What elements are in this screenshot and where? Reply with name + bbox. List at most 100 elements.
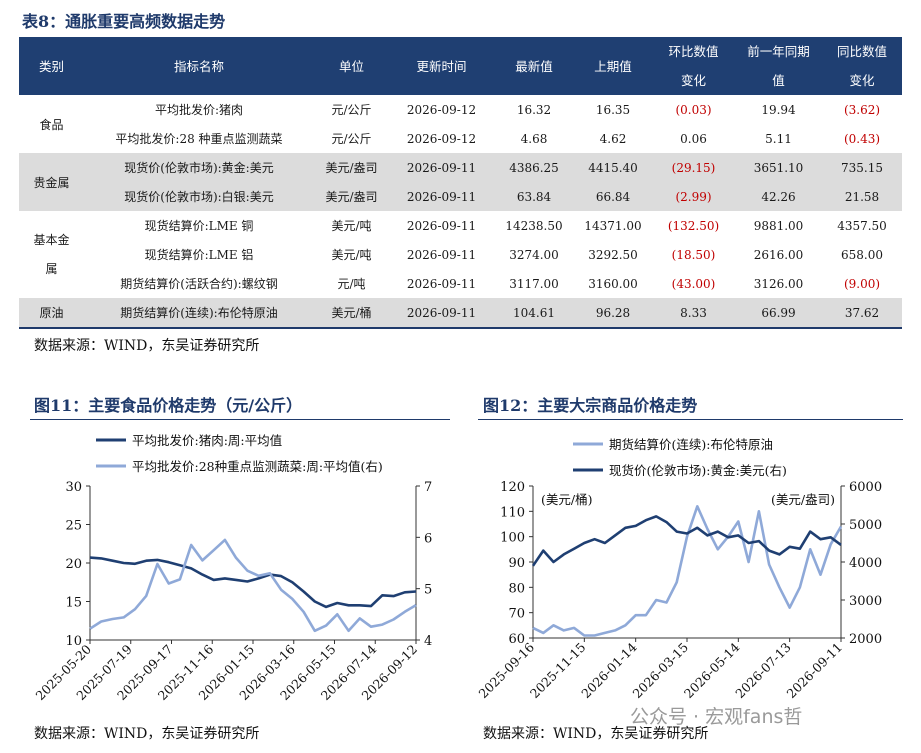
table-cell: 期货结算价(连续):布伦特原油 (84, 298, 314, 329)
table-cell: 2026-09-11 (389, 182, 494, 211)
table-cell: 37.62 (822, 298, 902, 329)
table-row: 食品 平均批发价:猪肉 元/公斤 2026-09-12 16.32 16.35 (0.03)… (19, 95, 902, 153)
table-cell: (0.43) (822, 124, 902, 153)
right-tick-label: 3000 (849, 594, 882, 609)
left-tick-label: 30 (65, 480, 82, 495)
table-row: 期货结算价(活跃合约):螺纹钢 元/吨 2026-09-11 3117.00 3160.… (19, 269, 902, 298)
watermark: 公众号 · 宏观fans哲 (630, 706, 803, 728)
table-header-cell: 上期值 (574, 37, 652, 95)
legend-label: 现货价(伦敦市场):黄金:美元(右) (609, 463, 787, 478)
table-cell: 4415.40 (574, 153, 652, 182)
table-cell: 平均批发价:猪肉 (84, 95, 314, 124)
table-cell: 8.33 (652, 298, 735, 329)
fig12-source: 数据来源：WIND，东吴证券研究所 (483, 726, 709, 742)
table-cell: 元/公斤 (314, 124, 389, 153)
fig12-title: 图12：主要大宗商品价格走势 (483, 396, 698, 415)
table-cell: 66.84 (574, 182, 652, 211)
left-tick-label: 100 (500, 531, 525, 546)
table-cell: (29.15) (652, 153, 735, 182)
right-tick-label: 5000 (849, 518, 882, 533)
table-cell: (9.00) (822, 269, 902, 298)
table-cell: 现货价(伦敦市场):白银:美元 (84, 182, 314, 211)
table-cell: 2026-09-12 (389, 95, 494, 124)
left-tick-label: 25 (65, 519, 82, 534)
table-cell: 2616.00 (735, 240, 822, 269)
table-cell: 现货价(伦敦市场):黄金:美元 (84, 153, 314, 182)
table-source: 数据来源：WIND，东吴证券研究所 (34, 338, 260, 354)
right-tick-label: 4 (424, 634, 432, 649)
table-cell: 96.28 (574, 298, 652, 329)
left-tick-label: 15 (65, 596, 82, 611)
fig11-rule (30, 419, 450, 420)
table-cell: 2026-09-11 (389, 153, 494, 182)
table-header-row: 类别 指标名称 单位 更新时间 最新值 上期值 环比数值 变化 前一年同期值同比数值 变化 (19, 37, 902, 95)
table-cell: 2026-09-11 (389, 240, 494, 269)
table-header-cell: 最新值 (494, 37, 574, 95)
table-cell: 658.00 (822, 240, 902, 269)
table-header-cell: 前一年同期值 (735, 37, 822, 95)
left-tick-label: 110 (500, 505, 525, 520)
table-cell: 3160.00 (574, 269, 652, 298)
inflation-table: 类别 指标名称 单位 更新时间 最新值 上期值 环比数值 变化 前一年同期值同比数值 变化 食品平… (19, 37, 902, 329)
table-header-cell: 类别 (19, 37, 84, 95)
table-header-cell: 更新时间 (389, 37, 494, 95)
fig11-title: 图11：主要食品价格走势（元/公斤） (34, 396, 303, 415)
table-cell: (0.03) (652, 95, 735, 124)
table-title: 表8：通胀重要高频数据走势 (22, 12, 226, 31)
table-cell: 美元/吨 (314, 240, 389, 269)
table-cell: 5.11 (735, 124, 822, 153)
left-tick-label: 60 (508, 632, 525, 647)
table-row: 原油 期货结算价(连续):布伦特原油 美元/桶 2026-09-11 104.61 96.… (19, 298, 902, 329)
table-cell: 2026-09-12 (389, 124, 494, 153)
table-cell: (2.99) (652, 182, 735, 211)
right-tick-label: 5 (424, 583, 432, 598)
table-cell: 元/吨 (314, 269, 389, 298)
table-cell: 66.99 (735, 298, 822, 329)
table-cell: 期货结算价(活跃合约):螺纹钢 (84, 269, 314, 298)
series-line-1 (89, 538, 417, 633)
table-cell: 2026-09-11 (389, 298, 494, 329)
right-tick-label: 6000 (849, 480, 882, 495)
table-row: 现货价(伦敦市场):白银:美元 美元/盎司 2026-09-11 63.84 66.84… (19, 182, 902, 211)
right-tick-label: 6 (424, 531, 432, 546)
table-cell: 735.15 (822, 153, 902, 182)
table-cell: (18.50) (652, 240, 735, 269)
table-cell: 2026-09-11 (389, 211, 494, 240)
table-cell: 42.26 (735, 182, 822, 211)
left-tick-label: 70 (508, 607, 525, 622)
right-tick-label: 4000 (849, 556, 882, 571)
fig11-source: 数据来源：WIND，东吴证券研究所 (34, 726, 260, 742)
table-cell: 16.32 (494, 95, 574, 124)
table-cell: 美元/盎司 (314, 153, 389, 182)
table-cell: 0.06 (652, 124, 735, 153)
table-cell: 14238.50 (494, 211, 574, 240)
table-cell: 4386.25 (494, 153, 574, 182)
table-cell: 3292.50 (574, 240, 652, 269)
table-header-cell: 同比数值 变化 (822, 37, 902, 95)
table-cell: 3274.00 (494, 240, 574, 269)
legend-label: 平均批发价:28种重点监测蔬菜:周:平均值(右) (132, 459, 383, 474)
table-cell: 4.62 (574, 124, 652, 153)
fig11-chart: 101520253045672025-05-202025-07-192025-0… (33, 433, 433, 703)
table-cell: 3651.10 (735, 153, 822, 182)
fig12-rule (478, 419, 903, 420)
x-tick-label: 2026-09-11 (784, 640, 846, 702)
table-cell: 3117.00 (494, 269, 574, 298)
table-cell: 21.58 (822, 182, 902, 211)
table-cell: 美元/吨 (314, 211, 389, 240)
table-cell: (43.00) (652, 269, 735, 298)
table-cell: 9881.00 (735, 211, 822, 240)
table-header-cell: 单位 (314, 37, 389, 95)
left-tick-label: 20 (65, 557, 82, 572)
category-cell: 基本金属 (19, 211, 84, 298)
table-row: 现货结算价:LME 铝美元/吨 2026-09-11 3274.00 3292.50(… (19, 240, 902, 269)
table-header-cell: 指标名称 (84, 37, 314, 95)
table-row: 平均批发价:28 种重点监测蔬菜 元/公斤 2026-09-12 4.68 4.62 0.… (19, 124, 902, 153)
series-line-0 (532, 505, 843, 637)
left-tick-label: 120 (500, 480, 525, 495)
right-tick-label: 2000 (849, 632, 882, 647)
left-tick-label: 10 (65, 634, 82, 649)
table-cell: 2026-09-11 (389, 269, 494, 298)
table-cell: 现货结算价:LME 铜 (84, 211, 314, 240)
left-unit-label: (美元/桶) (541, 492, 592, 507)
